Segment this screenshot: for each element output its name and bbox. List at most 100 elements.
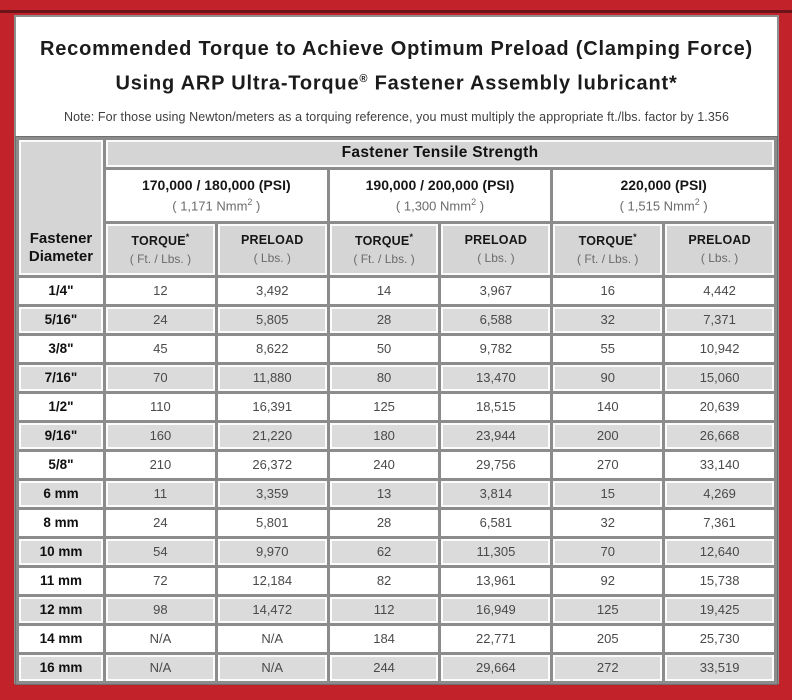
torque-text: TORQUE	[578, 234, 634, 249]
value-cell: 82	[329, 567, 439, 594]
value-cell: 98	[106, 596, 215, 623]
header-fastener-tensile-strength: Fastener Tensile Strength	[106, 139, 774, 167]
value-cell: 110	[106, 393, 215, 420]
value-cell: 240	[329, 451, 439, 478]
table-row: 3/8" 45 8,622 50 9,782 55 10,942	[19, 335, 774, 362]
value-cell: 24	[106, 509, 215, 536]
value-cell: 12,184	[217, 567, 327, 594]
table-row: 7/16" 70 11,880 80 13,470 90 15,060	[19, 364, 774, 391]
value-cell: 13	[329, 480, 439, 507]
nmm-text: ( 1,515 Nmm	[619, 198, 695, 214]
value-cell: 14	[329, 277, 439, 304]
value-cell: 70	[553, 538, 663, 565]
top-dark-accent-line	[0, 10, 792, 13]
torque-label: TORQUE*	[553, 232, 662, 248]
table-row: 11 mm 72 12,184 82 13,961 92 15,738	[19, 567, 774, 594]
diameter-cell: 1/4"	[19, 277, 103, 304]
value-cell: 19,425	[665, 596, 774, 623]
value-cell: N/A	[106, 625, 215, 652]
value-cell: 11,305	[441, 538, 551, 565]
diameter-cell: 5/8"	[19, 451, 103, 478]
diameter-cell: 16 mm	[19, 654, 103, 681]
table-row: 6 mm 11 3,359 13 3,814 15 4,269	[19, 480, 774, 507]
nmm-superscript: 2	[694, 196, 700, 207]
psi-group-220: 220,000 (PSI) ( 1,515 Nmm2 )	[553, 169, 774, 221]
title-line2-text: Using ARP Ultra-Torque	[115, 72, 360, 95]
torque-column-header-2: TORQUE* ( Ft. / Lbs. )	[329, 223, 439, 275]
torque-table-container: Fastener Diameter Fastener Tensile Stren…	[15, 135, 778, 685]
preload-column-header-3: PRELOAD ( Lbs. )	[665, 223, 774, 275]
value-cell: 13,961	[441, 567, 551, 594]
value-cell: 5,801	[217, 509, 327, 536]
value-cell: 9,782	[441, 335, 551, 362]
value-cell: N/A	[217, 654, 327, 681]
value-cell: 270	[553, 451, 663, 478]
torque-table-body: 1/4" 12 3,492 14 3,967 16 4,442 5/16" 24 5,805 28 6…	[19, 277, 774, 681]
value-cell: 210	[106, 451, 215, 478]
value-cell: 15,738	[665, 567, 774, 594]
table-row: 8 mm 24 5,801 28 6,581 32 7,361	[19, 509, 774, 536]
torque-units: ( Ft. / Lbs. )	[353, 252, 415, 267]
nmm-label: ( 1,171 Nmm2 )	[106, 197, 327, 213]
torque-column-header-1: TORQUE* ( Ft. / Lbs. )	[106, 223, 215, 275]
nmm-text: ( 1,171 Nmm	[172, 198, 248, 214]
diameter-cell: 10 mm	[19, 538, 103, 565]
value-cell: 3,967	[441, 277, 551, 304]
value-cell: 200	[553, 422, 663, 449]
value-cell: 8,622	[217, 335, 327, 362]
table-header-row-main: Fastener Diameter Fastener Tensile Stren…	[19, 139, 774, 275]
value-cell: N/A	[106, 654, 215, 681]
value-cell: 112	[329, 596, 439, 623]
content-panel: Recommended Torque to Achieve Optimum Pr…	[14, 15, 779, 685]
preload-column-header-1: PRELOAD ( Lbs. )	[217, 223, 327, 275]
value-cell: 4,269	[665, 480, 774, 507]
value-cell: 45	[106, 335, 215, 362]
value-cell: 5,805	[217, 306, 327, 333]
value-cell: 15	[553, 480, 663, 507]
diameter-cell: 5/16"	[19, 306, 103, 333]
corner-header-fastener-diameter: Fastener Diameter	[19, 139, 103, 275]
value-cell: 28	[329, 509, 439, 536]
table-row: 9/16" 160 21,220 180 23,944 200 26,668	[19, 422, 774, 449]
nmm-text-end: )	[252, 198, 261, 214]
value-cell: 3,492	[217, 277, 327, 304]
nmm-label: ( 1,515 Nmm2 )	[553, 197, 774, 213]
torque-asterisk: *	[409, 232, 414, 243]
table-header-row-columns: TORQUE* ( Ft. / Lbs. ) PRELOAD ( Lbs. ) …	[19, 223, 774, 275]
torque-text: TORQUE	[354, 234, 410, 249]
preload-label: PRELOAD	[688, 233, 751, 248]
value-cell: 70	[106, 364, 215, 391]
table-row: 1/4" 12 3,492 14 3,967 16 4,442	[19, 277, 774, 304]
torque-asterisk: *	[633, 232, 637, 243]
value-cell: 29,664	[441, 654, 551, 681]
value-cell: 11	[106, 480, 215, 507]
value-cell: N/A	[217, 625, 327, 652]
value-cell: 24	[106, 306, 215, 333]
table-row: 16 mm N/A N/A 244 29,664 272 33,519	[19, 654, 774, 681]
value-cell: 3,814	[441, 480, 551, 507]
value-cell: 90	[553, 364, 663, 391]
value-cell: 54	[106, 538, 215, 565]
value-cell: 7,371	[665, 306, 774, 333]
value-cell: 26,372	[217, 451, 327, 478]
value-cell: 33,519	[665, 654, 774, 681]
diameter-cell: 12 mm	[19, 596, 103, 623]
torque-table: Fastener Diameter Fastener Tensile Stren…	[15, 135, 778, 685]
value-cell: 28	[329, 306, 439, 333]
diameter-cell: 6 mm	[19, 480, 103, 507]
value-cell: 16,391	[217, 393, 327, 420]
value-cell: 29,756	[441, 451, 551, 478]
psi-label: 220,000 (PSI)	[620, 176, 707, 193]
value-cell: 15,060	[665, 364, 774, 391]
nmm-text-end: )	[476, 198, 485, 214]
preload-label: PRELOAD	[240, 233, 304, 248]
value-cell: 3,359	[217, 480, 327, 507]
value-cell: 50	[329, 335, 439, 362]
value-cell: 6,581	[441, 509, 551, 536]
value-cell: 55	[553, 335, 663, 362]
value-cell: 10,942	[665, 335, 774, 362]
value-cell: 21,220	[217, 422, 327, 449]
diameter-cell: 8 mm	[19, 509, 103, 536]
registered-trademark-symbol: ®	[359, 73, 369, 85]
